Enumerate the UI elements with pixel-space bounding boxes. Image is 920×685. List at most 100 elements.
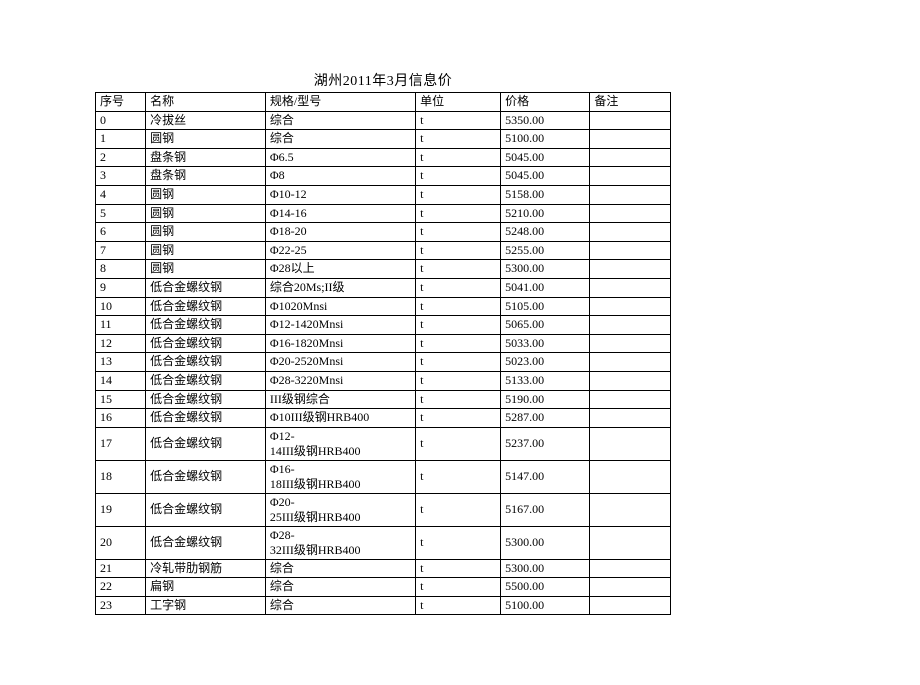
- cell-spec: 综合: [265, 578, 415, 597]
- cell-price: 5350.00: [501, 111, 590, 130]
- cell-name: 圆钢: [146, 130, 266, 149]
- cell-name: 工字钢: [146, 596, 266, 615]
- cell-price: 5133.00: [501, 371, 590, 390]
- cell-unit: t: [416, 223, 501, 242]
- cell-price: 5300.00: [501, 559, 590, 578]
- cell-note: [590, 241, 671, 260]
- cell-spec: Φ10-12: [265, 185, 415, 204]
- cell-unit: t: [416, 493, 501, 526]
- cell-spec: Φ20-25III级钢HRB400: [265, 493, 415, 526]
- cell-name: 盘条钢: [146, 148, 266, 167]
- header-note: 备注: [590, 93, 671, 112]
- cell-price: 5105.00: [501, 297, 590, 316]
- cell-name: 低合金螺纹钢: [146, 409, 266, 428]
- cell-name: 低合金螺纹钢: [146, 526, 266, 559]
- cell-seq: 6: [96, 223, 146, 242]
- cell-unit: t: [416, 260, 501, 279]
- cell-note: [590, 371, 671, 390]
- cell-unit: t: [416, 297, 501, 316]
- table-header-row: 序号 名称 规格/型号 单位 价格 备注: [96, 93, 671, 112]
- cell-note: [590, 111, 671, 130]
- header-seq: 序号: [96, 93, 146, 112]
- cell-note: [590, 223, 671, 242]
- cell-unit: t: [416, 278, 501, 297]
- header-name: 名称: [146, 93, 266, 112]
- cell-price: 5210.00: [501, 204, 590, 223]
- cell-seq: 2: [96, 148, 146, 167]
- cell-seq: 4: [96, 185, 146, 204]
- cell-name: 圆钢: [146, 241, 266, 260]
- cell-unit: t: [416, 148, 501, 167]
- cell-spec: Φ1020Mnsi: [265, 297, 415, 316]
- table-row: 12低合金螺纹钢Φ16-1820Mnsit5033.00: [96, 334, 671, 353]
- cell-seq: 22: [96, 578, 146, 597]
- table-row: 21冷轧带肋钢筋综合t5300.00: [96, 559, 671, 578]
- cell-note: [590, 148, 671, 167]
- cell-spec: Φ28以上: [265, 260, 415, 279]
- cell-price: 5147.00: [501, 460, 590, 493]
- cell-name: 低合金螺纹钢: [146, 371, 266, 390]
- table-row: 8圆钢Φ28以上t5300.00: [96, 260, 671, 279]
- cell-seq: 3: [96, 167, 146, 186]
- cell-spec: Φ16-18III级钢HRB400: [265, 460, 415, 493]
- cell-seq: 1: [96, 130, 146, 149]
- cell-name: 低合金螺纹钢: [146, 316, 266, 335]
- cell-seq: 23: [96, 596, 146, 615]
- cell-seq: 20: [96, 526, 146, 559]
- cell-unit: t: [416, 526, 501, 559]
- cell-price: 5065.00: [501, 316, 590, 335]
- cell-spec: Φ18-20: [265, 223, 415, 242]
- cell-seq: 10: [96, 297, 146, 316]
- cell-spec: Φ12-1420Mnsi: [265, 316, 415, 335]
- cell-unit: t: [416, 559, 501, 578]
- cell-seq: 8: [96, 260, 146, 279]
- cell-note: [590, 334, 671, 353]
- cell-name: 低合金螺纹钢: [146, 460, 266, 493]
- cell-unit: t: [416, 185, 501, 204]
- cell-price: 5255.00: [501, 241, 590, 260]
- table-row: 17低合金螺纹钢Φ12-14III级钢HRB400t5237.00: [96, 427, 671, 460]
- cell-seq: 15: [96, 390, 146, 409]
- cell-name: 低合金螺纹钢: [146, 334, 266, 353]
- table-body: 0冷拔丝综合t5350.001圆钢综合t5100.002盘条钢Φ6.5t5045…: [96, 111, 671, 615]
- cell-unit: t: [416, 204, 501, 223]
- header-spec: 规格/型号: [265, 93, 415, 112]
- table-row: 11低合金螺纹钢Φ12-1420Mnsit5065.00: [96, 316, 671, 335]
- cell-spec: Φ12-14III级钢HRB400: [265, 427, 415, 460]
- table-row: 18低合金螺纹钢Φ16-18III级钢HRB400t5147.00: [96, 460, 671, 493]
- table-row: 2盘条钢Φ6.5t5045.00: [96, 148, 671, 167]
- cell-spec: Φ10III级钢HRB400: [265, 409, 415, 428]
- cell-seq: 0: [96, 111, 146, 130]
- page-title: 湖州2011年3月信息价: [95, 70, 671, 90]
- cell-name: 低合金螺纹钢: [146, 278, 266, 297]
- cell-name: 圆钢: [146, 204, 266, 223]
- table-row: 1圆钢综合t5100.00: [96, 130, 671, 149]
- table-row: 16低合金螺纹钢Φ10III级钢HRB400t5287.00: [96, 409, 671, 428]
- price-table-container: 湖州2011年3月信息价 序号 名称 规格/型号 单位 价格 备注 0冷拔丝综合…: [95, 70, 671, 615]
- table-row: 10低合金螺纹钢Φ1020Mnsit5105.00: [96, 297, 671, 316]
- cell-spec: Φ20-2520Mnsi: [265, 353, 415, 372]
- cell-price: 5248.00: [501, 223, 590, 242]
- cell-note: [590, 559, 671, 578]
- cell-unit: t: [416, 241, 501, 260]
- cell-name: 低合金螺纹钢: [146, 427, 266, 460]
- cell-price: 5100.00: [501, 130, 590, 149]
- cell-price: 5023.00: [501, 353, 590, 372]
- cell-name: 低合金螺纹钢: [146, 493, 266, 526]
- cell-unit: t: [416, 316, 501, 335]
- header-unit: 单位: [416, 93, 501, 112]
- cell-unit: t: [416, 353, 501, 372]
- cell-unit: t: [416, 460, 501, 493]
- cell-price: 5190.00: [501, 390, 590, 409]
- cell-unit: t: [416, 427, 501, 460]
- table-row: 14低合金螺纹钢Φ28-3220Mnsit5133.00: [96, 371, 671, 390]
- cell-seq: 21: [96, 559, 146, 578]
- cell-price: 5300.00: [501, 260, 590, 279]
- cell-note: [590, 130, 671, 149]
- cell-seq: 19: [96, 493, 146, 526]
- cell-price: 5100.00: [501, 596, 590, 615]
- cell-spec: Φ16-1820Mnsi: [265, 334, 415, 353]
- table-row: 0冷拔丝综合t5350.00: [96, 111, 671, 130]
- cell-seq: 12: [96, 334, 146, 353]
- cell-note: [590, 316, 671, 335]
